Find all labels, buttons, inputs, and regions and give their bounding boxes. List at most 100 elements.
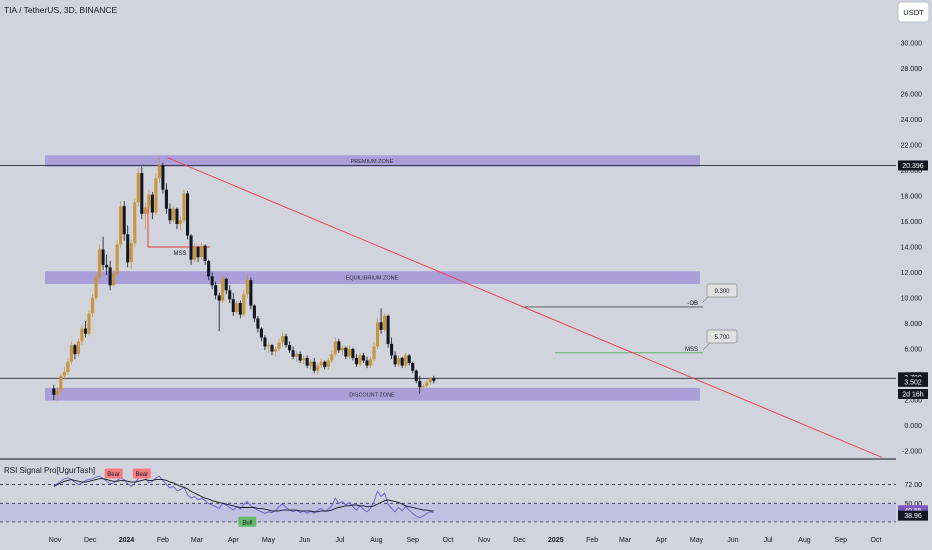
price-tick-label: 12.000	[901, 270, 923, 277]
candle	[133, 198, 137, 247]
candle	[62, 366, 66, 380]
time-tick-label: May	[262, 537, 276, 544]
candle	[418, 375, 422, 394]
price-tick-label: 8.000	[904, 321, 922, 328]
price-tick-label: -2.000	[902, 449, 922, 456]
candle	[414, 369, 418, 384]
candle	[214, 281, 218, 300]
rsi-indicator-title[interactable]: RSI Signal Pro[UgurTash]	[4, 466, 95, 475]
candle	[407, 354, 411, 366]
candle	[295, 351, 299, 362]
time-tick-label: Jun	[299, 537, 310, 544]
candle	[171, 206, 176, 223]
candle	[154, 173, 158, 216]
candle	[298, 351, 302, 364]
rsi-signal-label: Bear	[107, 472, 120, 478]
time-tick-label: Jul	[336, 537, 345, 544]
price-badge-label: 20.396	[902, 163, 924, 170]
candle	[101, 236, 105, 270]
time-tick-label: Oct	[442, 537, 453, 544]
candle	[235, 300, 239, 315]
candle	[224, 277, 228, 295]
price-tick-label: 2.000	[904, 398, 922, 405]
candle	[249, 277, 253, 310]
candle	[105, 254, 109, 276]
candle	[122, 201, 126, 241]
candle	[161, 162, 165, 194]
candle	[305, 355, 309, 369]
candle	[164, 183, 168, 214]
time-tick-label: Jun	[727, 537, 738, 544]
price-tick-label: 18.000	[901, 194, 923, 201]
candle	[354, 354, 358, 367]
candle	[252, 304, 256, 323]
candle	[291, 346, 295, 360]
candle	[344, 346, 348, 360]
time-tick-label: Sep	[835, 537, 848, 544]
time-tick-label: Aug	[370, 537, 383, 544]
candle	[189, 234, 193, 265]
price-badge-label: 3.502	[904, 379, 922, 386]
zone-label-2: DISCOUNT ZONE	[349, 392, 395, 398]
time-axis[interactable]: Nov Dec 2024 Feb Mar Apr May Jun Jul Aug Sep Oct Nov…	[49, 537, 882, 544]
zone-0[interactable]	[45, 155, 700, 167]
time-tick-label: 2025	[548, 537, 564, 544]
rsi-ma-line	[53, 478, 434, 513]
candles-layer	[52, 157, 436, 402]
time-tick-label: Nov	[49, 537, 62, 544]
candle	[207, 259, 211, 281]
candle	[421, 383, 425, 392]
target-callout-mid[interactable]: 5.700	[702, 329, 738, 351]
candle	[217, 292, 221, 332]
target-callout-high[interactable]: 9.300	[702, 283, 738, 303]
candle	[425, 379, 429, 389]
candle	[383, 313, 387, 333]
candle	[259, 327, 263, 342]
price-tick-label: 20.000	[901, 168, 923, 175]
candle	[351, 347, 355, 361]
candle	[182, 189, 186, 223]
mss-top-label: MSS	[173, 251, 186, 257]
price-tick-label: 26.000	[901, 92, 923, 99]
candle	[397, 355, 401, 367]
time-tick-label: Apr	[656, 537, 668, 544]
candle	[266, 342, 271, 353]
price-badge	[898, 376, 928, 387]
candle	[340, 345, 344, 356]
mss-right-label: MSS	[685, 347, 698, 353]
zone-2[interactable]	[45, 387, 700, 401]
candle	[358, 352, 362, 367]
price-tick-label: 6.000	[904, 347, 922, 354]
candle	[196, 245, 200, 263]
price-tick-label: 10.000	[901, 296, 923, 303]
candle	[69, 341, 73, 365]
time-tick-label: Feb	[157, 537, 169, 544]
price-badge	[898, 160, 928, 171]
candle	[147, 189, 151, 214]
currency-button[interactable]: USDT	[897, 1, 930, 23]
candle	[140, 166, 144, 219]
target-high-text: 9.300	[714, 289, 730, 295]
candle	[242, 290, 246, 318]
candle	[365, 356, 369, 369]
rsi-tick-label: 50.00	[904, 501, 922, 508]
time-tick-label: Dec	[84, 537, 97, 544]
symbol-title[interactable]: TIA / TetherUS, 3D, BINANCE	[4, 5, 118, 15]
candle	[273, 346, 278, 357]
candle	[112, 269, 116, 287]
rsi-tick-label: 72.00	[904, 482, 922, 489]
time-tick-label: 2024	[119, 537, 135, 544]
candle	[76, 338, 81, 357]
rsi-line	[53, 474, 434, 519]
rsi-signal-bear	[132, 468, 151, 479]
candle	[168, 203, 172, 225]
candle	[428, 377, 432, 385]
candle	[59, 373, 63, 393]
descending-trendline[interactable]	[167, 157, 883, 458]
price-tick-label: 0.000	[904, 423, 922, 430]
candle	[361, 352, 366, 364]
candle	[98, 244, 102, 282]
price-axis[interactable]: 30.000 28.000 26.000 24.000 22.000 20.000 18.0…	[901, 41, 923, 456]
